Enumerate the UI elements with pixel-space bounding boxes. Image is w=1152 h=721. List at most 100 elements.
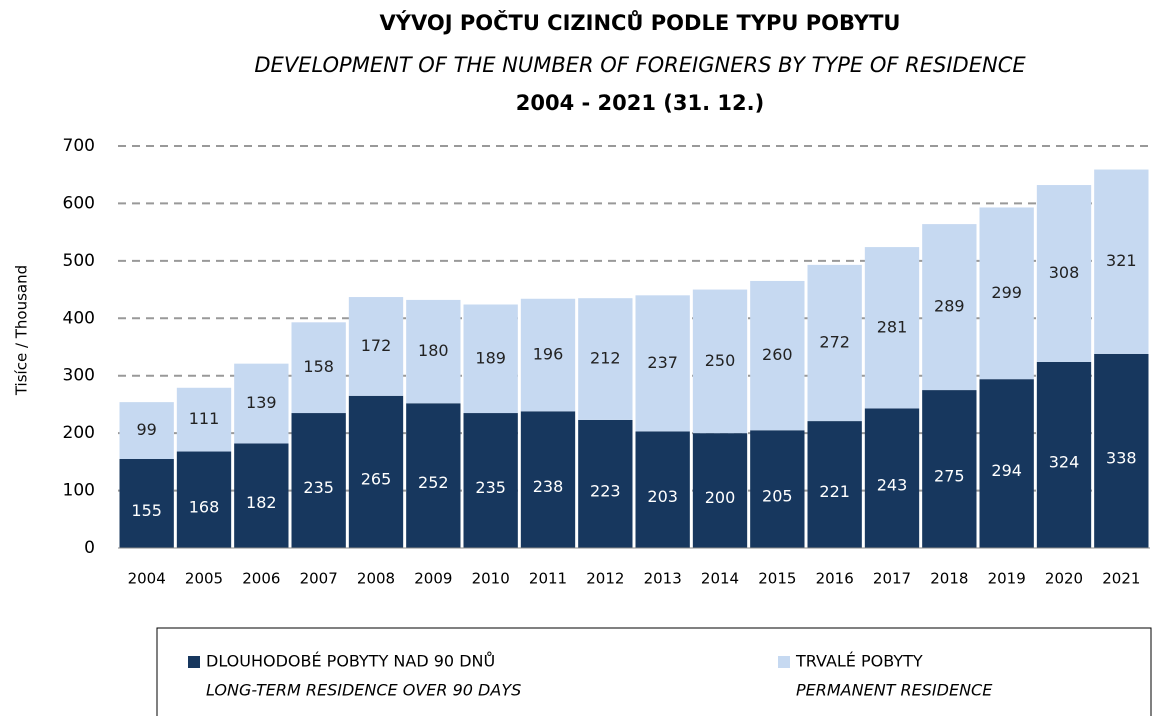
value-label: 289 [934,297,965,316]
value-label: 196 [533,345,564,364]
bar-segment [864,408,920,548]
value-label: 235 [475,478,506,497]
value-label: 139 [246,393,277,412]
value-label: 324 [1049,452,1080,471]
legend-label-en: PERMANENT RESIDENCE [796,681,993,700]
value-label: 182 [246,493,277,512]
x-tick-label: 2010 [472,570,510,588]
value-label: 308 [1049,263,1080,282]
bar-segment [922,390,977,548]
x-tick-label: 2021 [1102,570,1140,588]
x-tick-label: 2020 [1045,570,1083,588]
legend-label: DLOUHODOBÉ POBYTY NAD 90 DNŮ [206,652,495,671]
legend-swatch [188,656,200,668]
x-tick-label: 2018 [930,570,968,588]
bar-segment [291,322,346,414]
value-label: 189 [475,348,506,367]
bar-segment [635,431,690,548]
x-tick-label: 2017 [873,570,911,588]
value-label: 252 [418,473,449,492]
value-label: 200 [705,488,736,507]
chart-period: 2004 - 2021 (31. 12.) [516,91,764,115]
y-tick-label: 200 [63,423,95,443]
bar-segment [406,403,461,548]
value-label: 221 [819,482,850,501]
value-label: 168 [189,497,220,516]
bar-segment [119,458,174,548]
bar-segment [406,299,461,404]
bar-segment [1094,353,1149,548]
bar-segment [1036,361,1092,548]
x-tick-label: 2014 [701,570,739,588]
y-tick-label: 600 [63,193,95,213]
value-label: 158 [303,357,334,376]
x-tick-label: 2015 [758,570,796,588]
bar-segment [1094,169,1149,354]
bar-segment [922,224,977,391]
bar-segment [864,247,920,409]
bar-segment [463,413,518,548]
value-label: 172 [361,336,392,355]
bar-segment [750,280,805,431]
bar-segment [348,297,404,396]
bar-segment [578,419,633,548]
x-tick-label: 2004 [128,570,166,588]
x-tick-label: 2005 [185,570,223,588]
value-label: 281 [877,317,908,336]
bar-segment [119,402,174,459]
bar-segment [463,304,518,414]
value-label: 238 [533,477,564,496]
legend-label-en: LONG-TERM RESIDENCE OVER 90 DAYS [206,681,521,700]
value-label: 243 [877,476,908,495]
x-tick-label: 2007 [300,570,338,588]
x-tick-label: 2019 [988,570,1026,588]
value-label: 212 [590,349,621,368]
bar-segment [520,411,576,548]
legend-swatch [778,656,790,668]
y-tick-label: 500 [63,251,95,271]
value-label: 250 [705,351,736,370]
bar-segment [692,433,748,548]
bar-segment [1036,185,1092,362]
y-tick-label: 100 [63,481,95,501]
value-label: 203 [647,487,678,506]
y-axis-label: Tisíce / Thousand [13,265,31,396]
bar-segment [807,421,862,548]
bar-segment [979,379,1034,548]
value-label: 237 [647,353,678,372]
value-label: 205 [762,487,793,506]
legend-frame [156,627,1152,716]
chart-title: VÝVOJ POČTU CIZINCŮ PODLE TYPU POBYTU [380,10,901,35]
bar-segment [348,395,404,548]
x-tick-label: 2011 [529,570,567,588]
x-tick-label: 2006 [242,570,280,588]
bar-segment [291,413,346,548]
bar-segment [807,264,862,422]
chart-subtitle: DEVELOPMENT OF THE NUMBER OF FOREIGNERS … [254,53,1026,77]
x-tick-label: 2009 [414,570,452,588]
value-label: 155 [131,501,162,520]
value-label: 265 [361,469,392,488]
value-label: 260 [762,345,793,364]
bar-segment [979,207,1034,380]
value-label: 321 [1106,251,1137,270]
value-label: 299 [991,283,1022,302]
value-label: 99 [136,420,156,439]
x-tick-label: 2013 [644,570,682,588]
bar-segment [520,298,576,412]
bar-segment [176,387,232,452]
x-tick-label: 2016 [816,570,854,588]
legend-label: TRVALÉ POBYTY [795,652,923,671]
y-tick-label: 300 [63,366,95,386]
value-label: 294 [991,461,1022,480]
bar-segment [750,430,805,548]
bar-segment [578,298,633,420]
value-label: 338 [1106,448,1137,467]
value-label: 275 [934,467,965,486]
bar-segment [234,363,289,444]
bar-segment [234,443,289,548]
bar-segment [635,295,690,432]
x-tick-label: 2012 [586,570,624,588]
x-tick-label: 2008 [357,570,395,588]
